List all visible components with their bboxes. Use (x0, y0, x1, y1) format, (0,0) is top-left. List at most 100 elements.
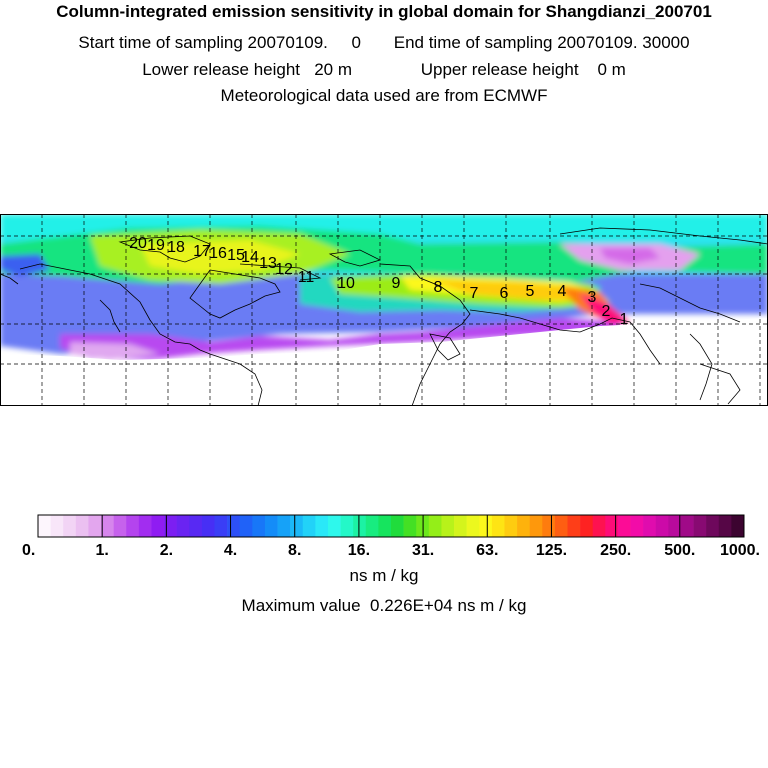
release-height-line: Lower release height 20 m Upper release … (0, 60, 768, 80)
colorbar-cell (239, 515, 253, 537)
trajectory-label-15: 15 (227, 247, 245, 264)
colorbar-tick-label: 31. (412, 542, 434, 559)
colorbar-cell (264, 515, 278, 537)
colorbar-cell (50, 515, 64, 537)
colorbar-cell (655, 515, 669, 537)
colorbar-cell (454, 515, 467, 537)
trajectory-label-2: 2 (602, 303, 611, 320)
end-label: End time of sampling 20070109. (393, 33, 638, 52)
colorbar-cell (75, 515, 89, 537)
colorbar-units: ns m / kg (349, 566, 419, 585)
colorbar-cell (63, 515, 77, 537)
colorbar-cell (138, 515, 152, 537)
plot-title: Column-integrated emission sensitivity i… (0, 2, 768, 22)
max-units: ns m / kg (457, 596, 527, 615)
trajectory-label-5: 5 (526, 283, 535, 300)
trajectory-label-8: 8 (434, 279, 443, 296)
colorbar-cell (101, 515, 114, 537)
colorbar-cell (441, 515, 455, 537)
colorbar: 0. 1. 2. 4. 8. 16. 31. 63. 125. 250. 500. 1000. (22, 514, 760, 559)
colorbar-cell (567, 515, 581, 537)
trajectory-label-14: 14 (241, 249, 259, 266)
lower-release-label: Lower release height (142, 60, 301, 79)
met-data-line: Meteorological data used are from ECMWF (0, 86, 768, 106)
colorbar-tick-label: 2. (160, 542, 173, 559)
colorbar-cell (302, 515, 316, 537)
colorbar-cells (37, 514, 745, 538)
colorbar-cell (391, 515, 404, 537)
colorbar-cell (491, 515, 505, 537)
colorbar-cell (706, 515, 720, 537)
lat-lon-grid (0, 214, 768, 406)
trajectory-label-6: 6 (500, 285, 509, 302)
colorbar-cell (290, 515, 304, 537)
colorbar-cell (126, 515, 140, 537)
colorbar-cell (542, 515, 556, 537)
trajectory-label-16: 16 (209, 245, 227, 262)
start-time: 0 (351, 33, 361, 52)
colorbar-cell (592, 515, 606, 537)
colorbar-cell (252, 515, 266, 537)
colorbar-cell (164, 515, 177, 537)
colorbar-cell (113, 515, 127, 537)
colorbar-cell (88, 515, 102, 537)
trajectory-label-13: 13 (259, 255, 277, 272)
colorbar-cell (277, 515, 291, 537)
colorbar-tick-label: 16. (348, 542, 370, 559)
colorbar-cell (693, 515, 707, 537)
colorbar-tick-label: 63. (476, 542, 498, 559)
colorbar-cell (504, 515, 518, 537)
colorbar-cell (554, 515, 568, 537)
colorbar-cell (643, 515, 657, 537)
colorbar-tick-label: 500. (664, 542, 695, 559)
trajectory-label-7: 7 (470, 285, 479, 302)
upper-release-value: 0 m (597, 60, 626, 79)
no-sensitivity-area (0, 318, 768, 406)
trajectory-label-10: 10 (337, 275, 355, 292)
colorbar-cell (466, 515, 480, 537)
colorbar-cell (38, 515, 51, 537)
colorbar-cell (327, 515, 341, 537)
trajectory-label-19: 19 (147, 237, 165, 254)
colorbar-cell (529, 515, 543, 537)
colorbar-cell (731, 515, 745, 537)
colorbar-cell (365, 515, 379, 537)
trajectory-label-11: 11 (298, 269, 315, 286)
colorbar-tick-label: 4. (224, 542, 237, 559)
start-label: Start time of sampling 20070109. (78, 33, 328, 52)
colorbar-cell (617, 515, 631, 537)
colorbar-cell (428, 515, 442, 537)
met-data-text: Meteorological data used are from ECMWF (220, 86, 548, 105)
colorbar-tick-label: 1000. (720, 542, 760, 559)
trajectory-label-1: 1 (620, 311, 629, 328)
colorbar-cell (378, 515, 392, 537)
colorbar-cell (214, 515, 228, 537)
colorbar-cell (189, 515, 203, 537)
trajectory-label-20: 20 (129, 235, 147, 252)
max-value: 0.226E+04 (370, 596, 453, 615)
colorbar-cell (176, 515, 190, 537)
trajectory-label-12: 12 (275, 261, 293, 278)
trajectory-label-9: 9 (392, 275, 401, 292)
colorbar-cell (151, 515, 165, 537)
colorbar-tick-label: 8. (288, 542, 301, 559)
colorbar-cell (353, 515, 367, 537)
colorbar-cell (605, 515, 619, 537)
end-time: 30000 (642, 33, 690, 52)
maximum-value-line: Maximum value 0.226E+04 ns m / kg (0, 596, 768, 616)
trajectory-label-17: 17 (193, 243, 211, 260)
colorbar-tick-label: 0. (22, 542, 35, 559)
colorbar-cell (340, 515, 354, 537)
sampling-time-line: Start time of sampling 20070109. 0 End t… (0, 33, 768, 53)
title-text: Column-integrated emission sensitivity i… (56, 2, 712, 21)
colorbar-tick-label: 250. (600, 542, 631, 559)
colorbar-tick-label: 1. (96, 542, 109, 559)
colorbar-cell (227, 515, 241, 537)
colorbar-cell (668, 515, 682, 537)
coastlines (0, 227, 768, 406)
colorbar-cell (580, 515, 594, 537)
colorbar-cell (630, 515, 644, 537)
trajectory-label-4: 4 (558, 283, 567, 300)
